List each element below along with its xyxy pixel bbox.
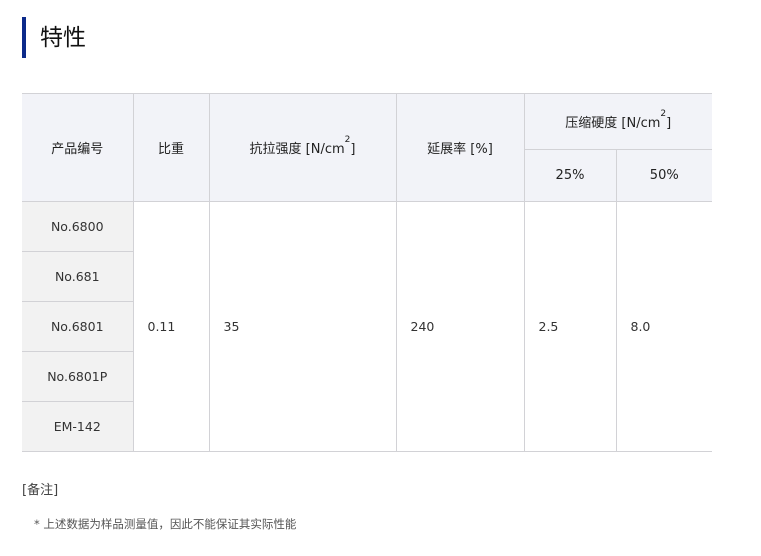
specific-gravity-value: 0.11	[132, 201, 210, 452]
notes-text: * 上述数据为样品测量值，因此不能保证其实际性能	[34, 517, 297, 531]
header-compression-end: ]	[666, 116, 672, 131]
header-tensile-label: 抗拉强度 [N/cm	[249, 142, 345, 157]
header-compression-25: 25%	[524, 149, 617, 202]
compression-50-value: 8.0	[615, 201, 712, 452]
title-accent-bar	[22, 17, 26, 58]
product-no-cell: No.6800	[22, 201, 134, 252]
header-compression-label: 压缩硬度 [N/cm	[565, 116, 661, 131]
elongation-value: 240	[395, 201, 525, 452]
tensile-value: 35	[208, 201, 397, 452]
compression-25-value: 2.5	[523, 201, 617, 452]
header-compression: 压缩硬度 [N/cm2]	[523, 93, 712, 150]
product-no-cell: No.6801P	[22, 351, 133, 402]
page-title: 特性	[40, 25, 86, 51]
header-tensile-end: ]	[350, 142, 356, 157]
header-product-no: 产品编号	[22, 93, 134, 202]
product-no-cell: No.6801	[22, 301, 133, 352]
header-compression-50: 50%	[615, 149, 712, 202]
header-tensile-sup: 2	[344, 135, 351, 145]
notes-heading: [备注]	[22, 483, 59, 498]
header-tensile: 抗拉强度 [N/cm2]	[208, 93, 397, 202]
properties-table: 产品编号 比重 抗拉强度 [N/cm2] 延展率 [%] 压缩硬度 [N/cm2…	[22, 93, 712, 452]
product-no-cell: EM-142	[22, 401, 133, 452]
header-specific-gravity: 比重	[132, 93, 210, 202]
header-compression-sup: 2	[660, 109, 667, 119]
product-no-cell: No.681	[22, 251, 133, 302]
header-elongation: 延展率 [%]	[395, 93, 525, 202]
